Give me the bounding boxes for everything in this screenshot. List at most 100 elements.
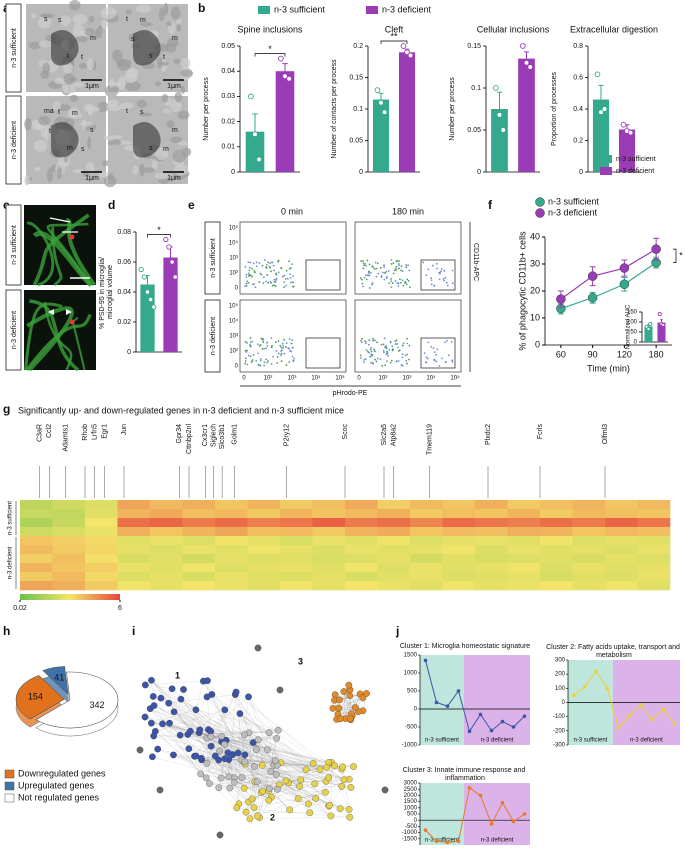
event-dot: [365, 274, 367, 277]
heatmap-cell: [377, 509, 411, 519]
event-dot: [390, 280, 393, 283]
event-dot: [249, 345, 252, 348]
y-tick-label: 0.15: [467, 43, 481, 50]
event-dot: [382, 343, 385, 346]
data-point: [594, 71, 601, 78]
event-dot: [435, 262, 438, 265]
y-tick-label: 0: [231, 169, 235, 176]
event-dot: [451, 360, 454, 363]
scale-bar-label: 1μm: [85, 175, 99, 182]
network-node: [215, 756, 222, 764]
em-texture: [109, 78, 115, 88]
em-texture: [108, 173, 114, 181]
heatmap-cell: [637, 509, 671, 519]
network-edge: [195, 709, 269, 791]
significance-label: **: [390, 31, 398, 41]
data-point: [500, 801, 505, 805]
heatmap-cell: [605, 563, 638, 573]
y-tick-label: 10³: [229, 256, 238, 262]
group-label: n-3 sufficient: [425, 838, 459, 844]
event-dot: [370, 353, 373, 356]
y-tick-label: -1000: [402, 830, 418, 836]
network-node: [221, 755, 229, 763]
em-texture: [97, 25, 103, 39]
network-edge: [153, 735, 309, 805]
network-edge: [195, 709, 279, 731]
event-dot: [432, 347, 435, 350]
event-dot: [267, 281, 270, 284]
heatmap-cell: [52, 509, 86, 519]
heatmap-cell: [247, 536, 281, 546]
heatmap-cell: [572, 572, 606, 582]
event-dot: [406, 342, 409, 345]
x-tick-label: 180: [649, 349, 664, 359]
event-dot: [451, 282, 454, 284]
heatmap-cell: [85, 518, 118, 528]
network-node: [322, 788, 329, 796]
event-dot: [434, 351, 436, 354]
event-dot: [368, 351, 370, 354]
network-node: [271, 757, 279, 764]
em-annotation: t: [163, 54, 165, 61]
em-texture: [154, 81, 162, 86]
data-point: [620, 121, 627, 128]
event-dot: [404, 354, 407, 357]
row-label-box: [5, 204, 22, 286]
event-dot: [280, 267, 282, 270]
event-dot: [435, 353, 438, 356]
event-dot: [383, 264, 386, 267]
heatmap-cell: [572, 500, 606, 510]
network-node: [345, 681, 353, 689]
em-annotation: m: [90, 35, 96, 42]
pie-value-label: 41: [54, 673, 64, 683]
em-texture: [63, 84, 76, 94]
event-dot: [364, 340, 367, 343]
em-texture: [117, 140, 133, 145]
heatmap-cell: [507, 545, 541, 555]
network-edge: [256, 749, 331, 817]
heatmap-cell: [52, 545, 86, 555]
em-texture: [41, 13, 55, 19]
event-dot: [360, 260, 363, 262]
gene-label: Cttnbp2nl: [186, 424, 193, 454]
em-texture: [72, 13, 88, 25]
em-texture: [75, 35, 88, 43]
data-point: [587, 271, 598, 281]
data-point: [661, 322, 666, 328]
heatmap-cell: [540, 509, 573, 519]
em-annotation: s: [90, 127, 94, 134]
network-edge: [289, 798, 316, 810]
event-dot: [363, 358, 365, 361]
data-point: [478, 793, 483, 798]
heatmap-cell: [85, 581, 118, 591]
em-texture: [158, 7, 165, 22]
y-tick-label: 0.05: [467, 127, 481, 134]
heatmap-cell: [117, 563, 151, 573]
network-edge: [160, 697, 196, 710]
heatmap-cell: [605, 536, 638, 546]
event-dot: [259, 272, 262, 275]
em-texture: [24, 175, 30, 186]
event-dot: [272, 264, 275, 267]
event-dot: [245, 273, 248, 276]
heatmap-cell: [637, 527, 671, 537]
arrowhead: [48, 309, 72, 315]
event-dot: [249, 355, 252, 358]
x-axis-label: Time (min): [587, 363, 630, 373]
em-annotation: t: [126, 108, 128, 115]
event-dot: [266, 344, 269, 347]
heatmap-cell: [377, 536, 411, 546]
legend-label: n-3 sufficient: [616, 156, 656, 163]
em-texture: [102, 160, 110, 167]
event-dot: [255, 360, 258, 362]
gene-label: Slco3b1: [219, 424, 226, 449]
event-dot: [269, 262, 272, 265]
x-tick-label: 10³: [403, 376, 412, 382]
event-dot: [270, 282, 273, 284]
event-dot: [380, 343, 383, 346]
event-dot: [372, 339, 375, 342]
heatmap-cell: [280, 554, 313, 564]
network-node: [286, 806, 293, 814]
gate: [305, 337, 341, 369]
em-texture: [139, 22, 154, 27]
